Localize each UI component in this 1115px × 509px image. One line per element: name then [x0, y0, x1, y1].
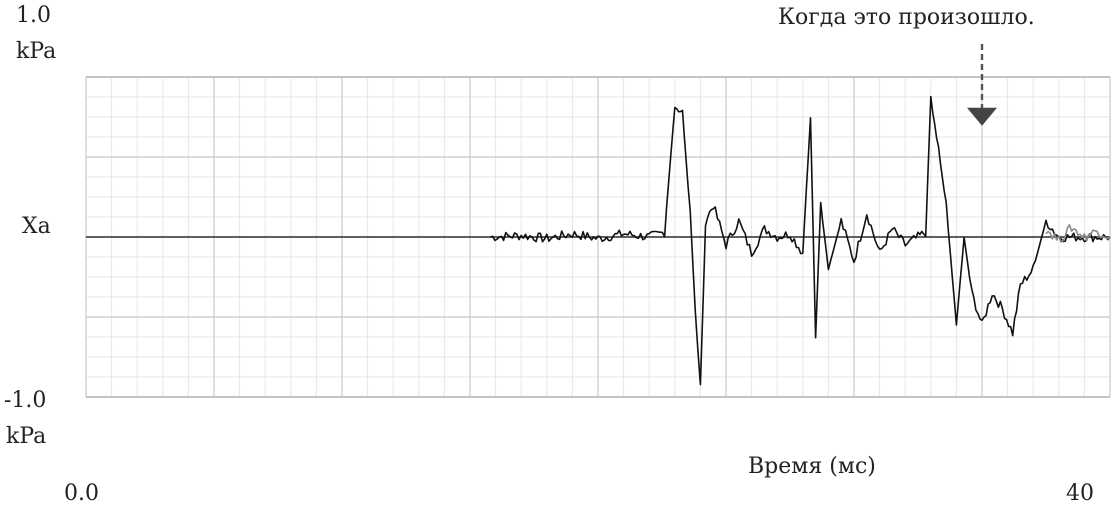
series-layer [490, 95, 1111, 386]
annotation-arrow [967, 44, 997, 126]
series-line-1 [490, 95, 1111, 386]
x-tick-end: 40 [1066, 481, 1094, 506]
annotation-text: Когда это произошло. [778, 5, 1035, 30]
annotation-arrow-head [967, 107, 997, 126]
y-tick-bottom-unit: kPa [6, 424, 47, 449]
x-tick-start: 0.0 [64, 481, 99, 506]
x-axis-label: Время (мс) [748, 454, 876, 479]
y-tick-bottom-value: -1.0 [4, 388, 47, 413]
y-tick-middle: Xa [22, 214, 51, 239]
y-tick-top-value: 1.0 [16, 3, 51, 28]
series-line-2 [1045, 224, 1111, 243]
y-tick-top-unit: kPa [16, 39, 57, 64]
